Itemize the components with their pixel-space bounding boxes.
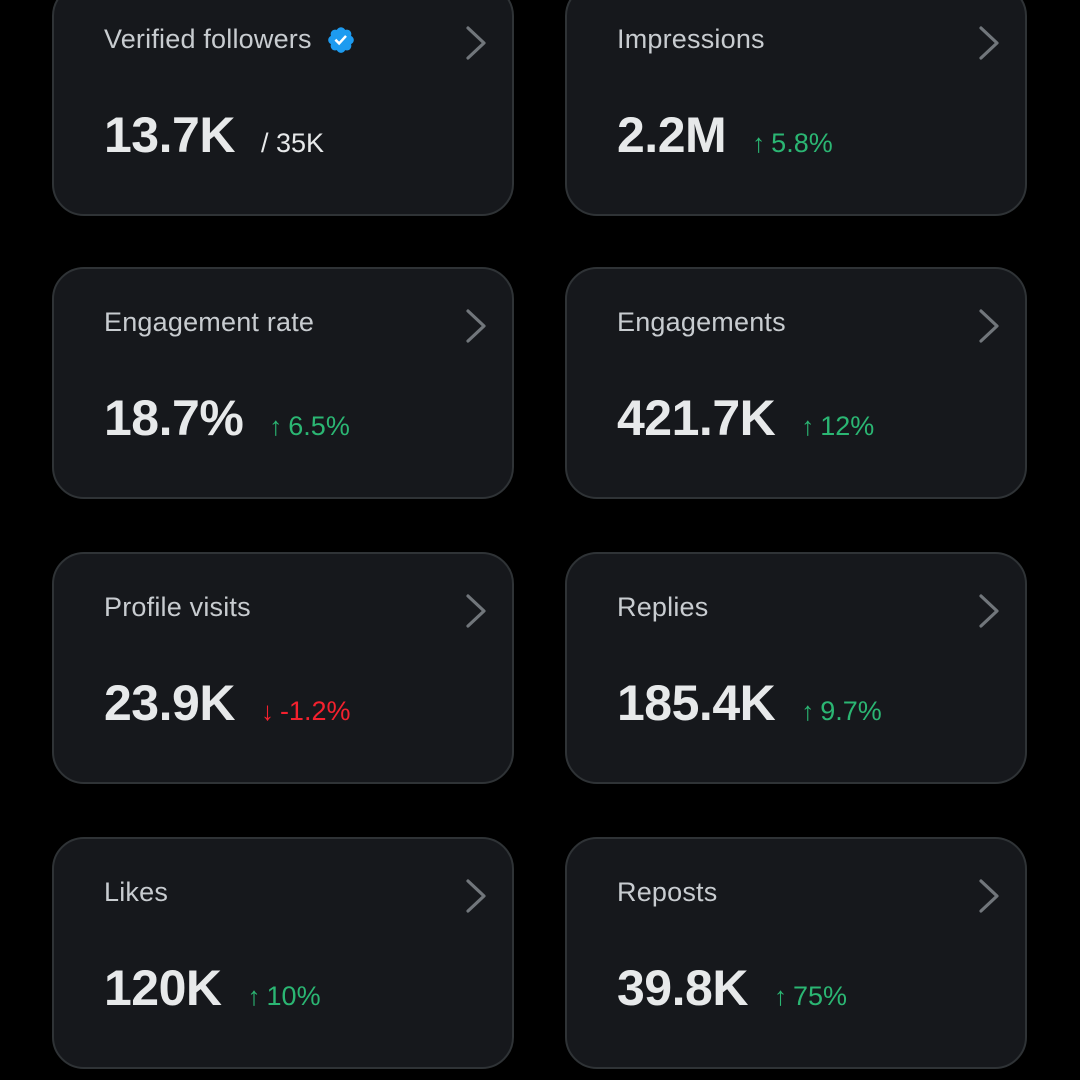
chevron-right-icon xyxy=(466,879,486,913)
card-change-text: 5.8% xyxy=(771,128,833,158)
arrow-down-icon: ↓ xyxy=(260,696,274,726)
card-value-row: 23.9K ↓ -1.2% xyxy=(104,674,350,732)
card-change-text: 9.7% xyxy=(820,696,882,726)
card-engagements[interactable]: Engagements 421.7K ↑ 12% xyxy=(565,267,1027,499)
chevron-right-icon xyxy=(979,594,999,628)
card-label: Profile visits xyxy=(104,592,251,622)
arrow-up-icon: ↑ xyxy=(752,128,766,158)
card-change-text: 12% xyxy=(820,411,875,441)
card-label: Engagements xyxy=(617,307,786,337)
card-change: ↑ 5.8% xyxy=(752,128,833,159)
card-value-row: 13.7K / 35K xyxy=(104,106,324,164)
card-change-text: 10% xyxy=(266,981,321,1011)
card-value-row: 185.4K ↑ 9.7% xyxy=(617,674,882,732)
card-value-row: 18.7% ↑ 6.5% xyxy=(104,389,350,447)
card-value-row: 39.8K ↑ 75% xyxy=(617,959,847,1017)
card-change-text: 75% xyxy=(792,981,847,1011)
card-value: 23.9K xyxy=(104,675,235,731)
card-value: 2.2M xyxy=(617,107,727,163)
card-profile-visits[interactable]: Profile visits 23.9K ↓ -1.2% xyxy=(52,552,514,784)
card-label-text: Verified followers xyxy=(104,24,312,54)
arrow-up-icon: ↑ xyxy=(247,981,261,1011)
card-label: Impressions xyxy=(617,24,765,54)
card-sub-value: / 35K xyxy=(260,128,324,158)
card-replies[interactable]: Replies 185.4K ↑ 9.7% xyxy=(565,552,1027,784)
chevron-right-icon xyxy=(466,26,486,60)
card-impressions[interactable]: Impressions 2.2M ↑ 5.8% xyxy=(565,0,1027,216)
card-change-text: -1.2% xyxy=(279,696,351,726)
card-value: 120K xyxy=(104,960,222,1016)
card-change: ↑ 6.5% xyxy=(269,411,350,442)
card-value: 13.7K xyxy=(104,107,235,163)
chevron-right-icon xyxy=(466,594,486,628)
card-value-row: 120K ↑ 10% xyxy=(104,959,321,1017)
card-change: ↑ 75% xyxy=(774,981,847,1012)
card-label: Reposts xyxy=(617,877,718,907)
chevron-right-icon xyxy=(979,26,999,60)
card-verified-followers[interactable]: Verified followers 13.7K / 35K xyxy=(52,0,514,216)
chevron-right-icon xyxy=(979,309,999,343)
card-label: Engagement rate xyxy=(104,307,315,337)
card-value: 39.8K xyxy=(617,960,748,1016)
card-likes[interactable]: Likes 120K ↑ 10% xyxy=(52,837,514,1069)
card-change: ↓ -1.2% xyxy=(261,696,351,727)
card-value-row: 421.7K ↑ 12% xyxy=(617,389,874,447)
arrow-up-icon: ↑ xyxy=(773,981,787,1011)
card-label: Verified followers xyxy=(104,24,356,55)
card-value: 18.7% xyxy=(104,390,244,446)
card-engagement-rate[interactable]: Engagement rate 18.7% ↑ 6.5% xyxy=(52,267,514,499)
arrow-up-icon: ↑ xyxy=(801,411,815,441)
card-label: Likes xyxy=(104,877,169,907)
card-change: ↑ 9.7% xyxy=(801,696,882,727)
verified-badge-icon xyxy=(327,26,354,53)
card-change: ↑ 10% xyxy=(248,981,321,1012)
card-label: Replies xyxy=(617,592,709,622)
card-value: 185.4K xyxy=(617,675,776,731)
arrow-up-icon: ↑ xyxy=(801,696,815,726)
card-reposts[interactable]: Reposts 39.8K ↑ 75% xyxy=(565,837,1027,1069)
card-value-row: 2.2M ↑ 5.8% xyxy=(617,106,833,164)
card-change-text: 6.5% xyxy=(288,411,350,441)
arrow-up-icon: ↑ xyxy=(269,411,283,441)
card-change: ↑ 12% xyxy=(801,411,874,442)
chevron-right-icon xyxy=(466,309,486,343)
card-value: 421.7K xyxy=(617,390,776,446)
chevron-right-icon xyxy=(979,879,999,913)
